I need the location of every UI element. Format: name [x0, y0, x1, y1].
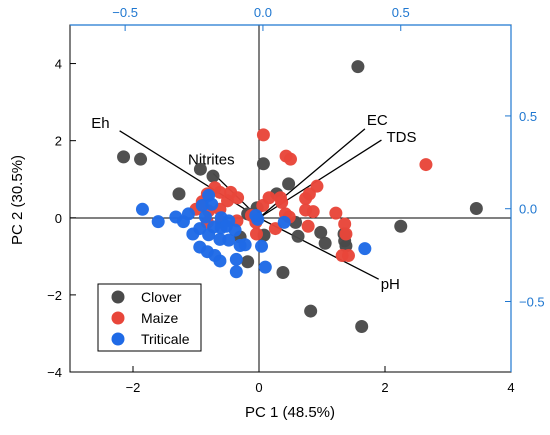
y-tick-label: 0: [55, 211, 62, 226]
loading-label-ph: pH: [381, 276, 400, 293]
loading-label-eh: Eh: [91, 115, 109, 132]
right-tick-label: 0.0: [519, 202, 537, 217]
point-clover: [355, 320, 369, 334]
legend-label-clover: Clover: [141, 289, 182, 305]
legend-marker-clover: [111, 290, 125, 304]
y-tick-label: −2: [47, 288, 62, 303]
point-triticale: [135, 202, 149, 216]
legend-label-maize: Maize: [141, 310, 179, 326]
point-clover: [276, 266, 290, 280]
point-clover: [291, 229, 305, 243]
point-clover: [318, 236, 332, 250]
point-clover: [172, 187, 186, 201]
y-tick-label: 2: [55, 134, 62, 149]
top-tick-label: −0.5: [112, 5, 138, 20]
point-maize: [213, 185, 227, 199]
right-tick-label: −0.5: [519, 294, 545, 309]
point-triticale: [358, 242, 372, 256]
point-maize: [299, 203, 313, 217]
point-clover: [282, 177, 296, 191]
legend-marker-maize: [111, 311, 125, 325]
point-clover: [304, 304, 318, 318]
point-clover: [193, 162, 207, 176]
point-triticale: [202, 228, 216, 242]
point-maize: [284, 152, 297, 166]
point-maize: [231, 191, 245, 205]
score-points: [117, 60, 483, 334]
legend: Clover Maize Triticale: [97, 283, 202, 352]
top-tick-label: 0.0: [254, 5, 272, 20]
legend-marker-triticale: [111, 332, 125, 346]
x-tick-label: 0: [255, 380, 262, 395]
point-triticale: [229, 252, 243, 266]
point-triticale: [181, 207, 195, 221]
point-maize: [310, 179, 324, 193]
point-maize: [256, 128, 270, 142]
point-triticale: [151, 215, 165, 229]
point-clover: [314, 225, 328, 239]
legend-label-triticale: Triticale: [141, 331, 190, 347]
loading-label-tds: TDS: [386, 129, 416, 146]
x-tick-label: −2: [126, 380, 141, 395]
point-clover: [394, 219, 408, 233]
point-triticale: [186, 227, 200, 241]
point-triticale: [213, 232, 227, 246]
point-clover: [206, 169, 220, 183]
point-maize: [249, 227, 263, 241]
y-tick-label: −4: [47, 365, 62, 380]
x-tick-label: 4: [507, 380, 514, 395]
point-triticale: [205, 197, 219, 211]
point-maize: [341, 249, 355, 263]
point-triticale: [195, 198, 209, 212]
axes: −2 0 2 4 −4 −2 0 2 4 −0.5 0.0 0.5 −0.5 0.0 0.5: [47, 5, 545, 395]
point-clover: [134, 152, 148, 166]
top-tick-label: 0.5: [392, 5, 410, 20]
point-triticale: [277, 215, 291, 229]
x-axis-label: PC 1 (48.5%): [245, 404, 335, 421]
point-maize: [338, 217, 352, 231]
point-clover: [256, 157, 270, 171]
point-triticale: [255, 239, 269, 253]
point-clover: [469, 202, 483, 216]
point-clover: [241, 255, 255, 269]
point-maize: [262, 191, 276, 205]
loading-line-ec: [258, 128, 366, 219]
point-triticale: [198, 210, 212, 224]
point-triticale: [258, 260, 272, 274]
point-triticale: [249, 208, 263, 222]
point-clover: [351, 60, 365, 74]
point-triticale: [219, 219, 233, 233]
loading-label-ec: EC: [367, 112, 388, 129]
point-maize: [329, 206, 343, 220]
y-axis-label: PC 2 (30.5%): [9, 155, 26, 245]
point-maize: [221, 194, 234, 208]
right-tick-label: 0.5: [519, 109, 537, 124]
point-clover: [117, 150, 131, 164]
point-triticale: [213, 254, 227, 268]
x-tick-label: 2: [381, 380, 388, 395]
point-triticale: [229, 265, 243, 279]
point-triticale: [238, 238, 252, 252]
point-maize: [419, 158, 433, 172]
point-maize: [339, 227, 353, 241]
point-maize: [275, 195, 289, 209]
point-maize: [301, 219, 315, 233]
y-tick-label: 4: [55, 57, 62, 72]
